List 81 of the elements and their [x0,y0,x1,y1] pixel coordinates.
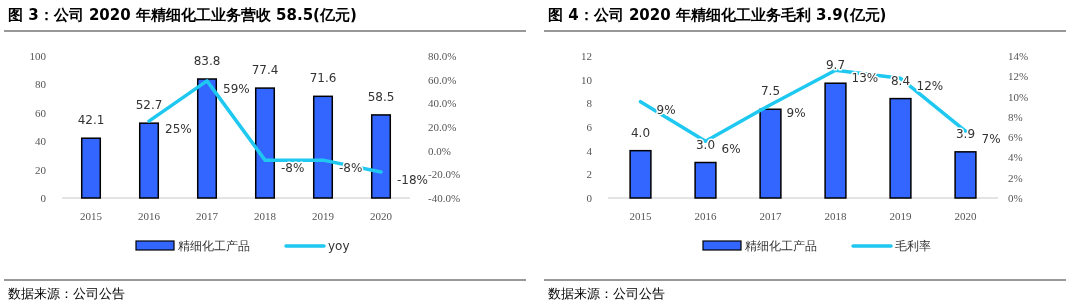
y-tick-label: 2 [586,168,592,181]
data-label: 25% [165,122,192,137]
legend-label: yoy [328,239,350,253]
x-tick-label: 2019 [312,210,335,222]
y-tick-label: 100 [29,50,47,62]
y-tick-label: 12 [581,50,592,62]
bar [312,95,334,199]
y-tick-label: 10 [581,73,593,86]
data-label: 59% [223,81,250,96]
data-label: 12% [916,79,944,94]
data-label: 9.7 [825,58,846,73]
data-label: 4.0 [630,125,651,140]
data-label: 7% [981,132,1001,147]
y2-tick-label: -20.0% [428,168,461,181]
bar [138,122,160,199]
source-note: 数据来源：公司公告 [8,286,125,301]
y2-tick-label: 40.0% [428,97,457,110]
data-label: 6% [721,142,741,157]
bar [889,97,912,199]
chart-title: 图 4：公司 2020 年精细化工业务毛利 3.9(亿元) [548,6,887,24]
x-tick-label: 2017 [759,210,782,222]
legend-label: 精细化工产品 [745,239,817,253]
data-label: 3.9 [955,126,976,141]
bar [80,137,102,199]
data-label: 83.8 [193,54,221,68]
chart-title: 图 3：公司 2020 年精细化工业务营收 58.5(亿元) [8,6,357,24]
bar [254,87,276,199]
x-tick-label: 2020 [954,210,977,222]
y2-tick-label: 80.0% [428,50,457,62]
data-label: -8% [281,161,305,176]
data-label: 7.5 [760,84,781,99]
y-tick-label: 0 [586,192,593,204]
y-tick-label: 4 [586,144,593,157]
data-label: 9% [656,102,676,117]
y2-tick-label: 2% [1008,171,1023,184]
y2-tick-label: 10% [1008,90,1029,103]
data-label: 77.4 [251,63,279,78]
x-tick-label: 2015 [629,210,652,222]
legend-label: 毛利率 [895,239,931,253]
y2-tick-label: 6% [1008,131,1023,144]
y-tick-label: 6 [586,121,593,133]
data-label: -18% [397,172,429,187]
bar [370,114,392,199]
bar [629,149,652,199]
bar [694,161,717,199]
y2-tick-label: 20.0% [428,121,457,133]
x-tick-label: 2016 [694,210,717,222]
x-tick-label: 2015 [80,210,103,222]
x-tick-label: 2016 [138,210,161,222]
data-label: 3.0 [695,137,716,152]
data-label: 9% [786,105,806,120]
y2-tick-label: 14% [1008,50,1029,62]
y-tick-label: 40 [35,135,47,148]
y2-tick-label: 0.0% [428,144,451,157]
source-note: 数据来源：公司公告 [548,286,665,301]
legend-label: 精细化工产品 [178,239,250,253]
data-label: 52.7 [135,98,163,113]
x-tick-label: 2018 [254,210,277,222]
bar [954,151,977,199]
y2-tick-label: 12% [1008,70,1029,83]
y-tick-label: 8 [586,97,593,110]
y-tick-label: 0 [40,192,47,204]
y2-tick-label: 60.0% [428,73,457,86]
y2-tick-label: -40.0% [428,192,461,204]
y2-tick-label: 4% [1008,151,1023,164]
bar [196,78,218,199]
x-tick-label: 2020 [370,210,393,222]
data-label: 71.6 [309,71,337,86]
y-tick-label: 60 [35,106,47,119]
y-tick-label: 80 [35,78,47,91]
bar [759,108,782,199]
y2-tick-label: 0% [1008,192,1023,204]
bar [824,82,847,199]
data-label: 13% [851,71,879,86]
x-tick-label: 2019 [889,210,912,222]
data-label: 42.1 [77,113,105,128]
y-tick-label: 20 [35,163,47,176]
y2-tick-label: 8% [1008,110,1023,123]
x-tick-label: 2017 [196,210,219,222]
x-tick-label: 2018 [824,210,847,222]
data-label: 58.5 [367,89,395,104]
